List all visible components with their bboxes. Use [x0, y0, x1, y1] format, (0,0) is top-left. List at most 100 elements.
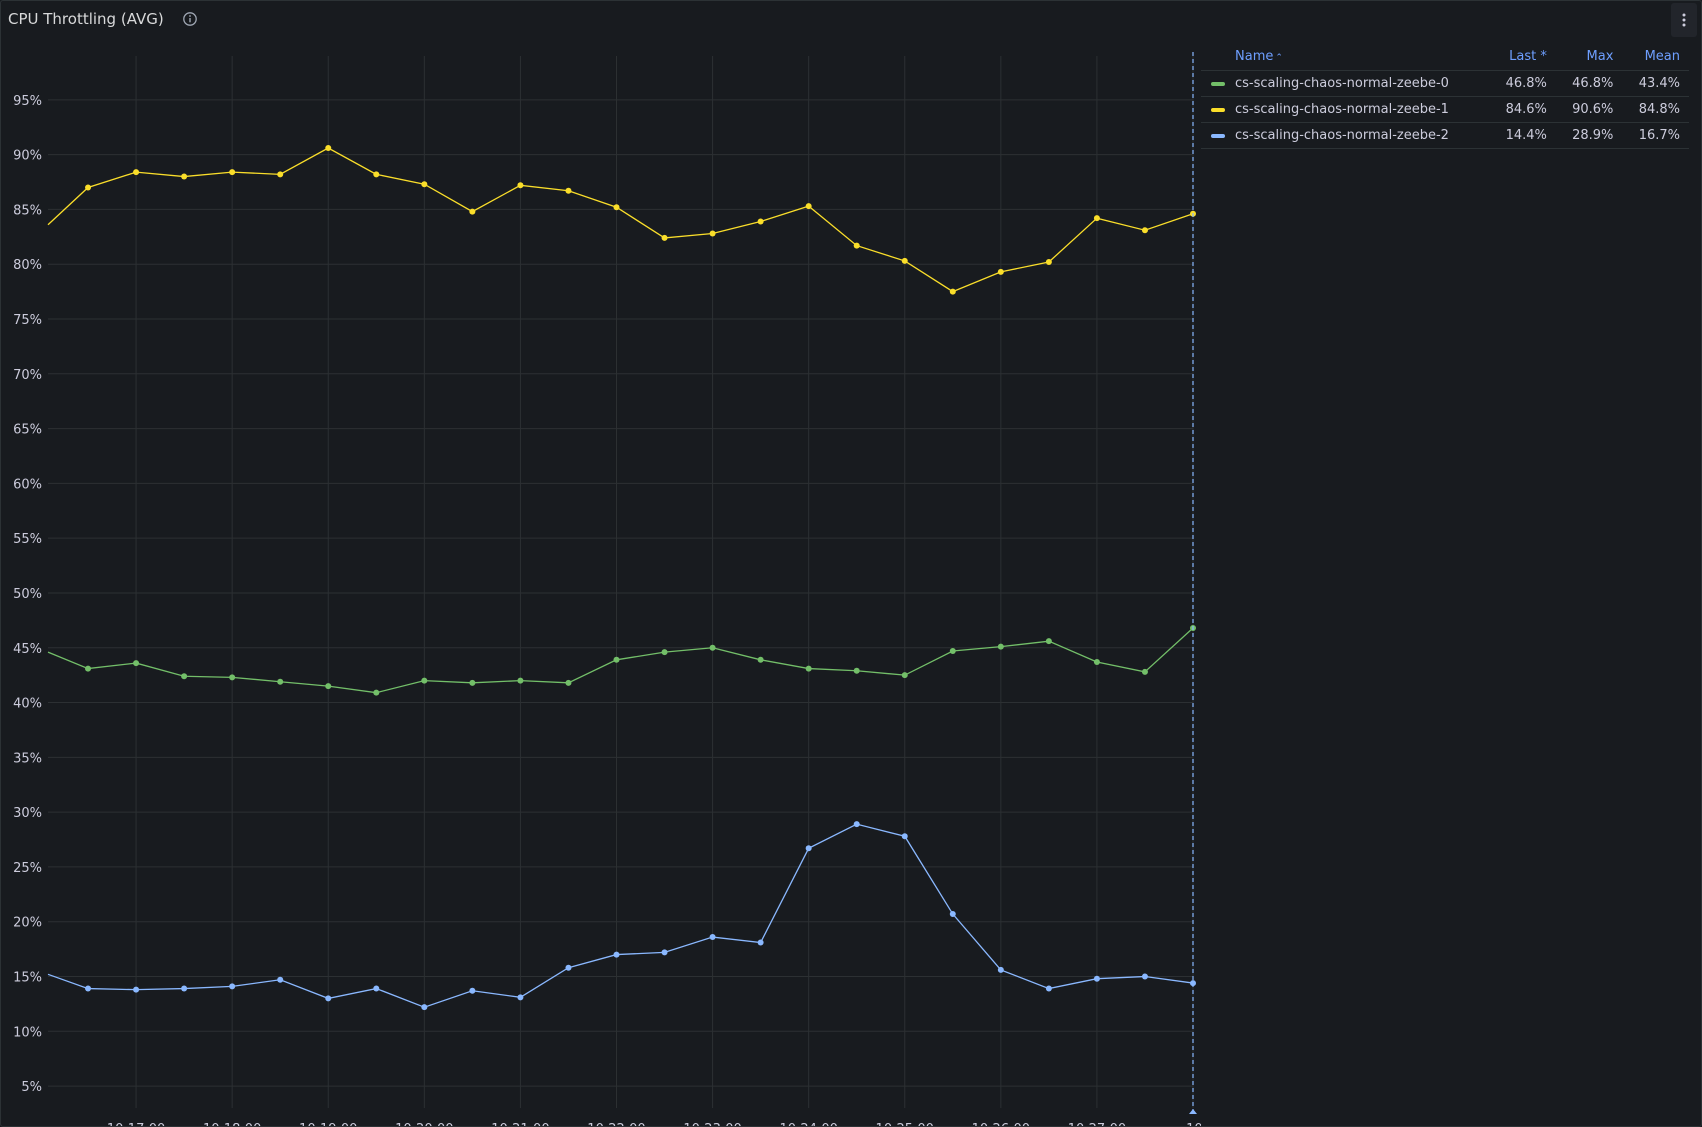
crosshair-marker	[1189, 1109, 1197, 1114]
x-tick-label: 10:28:	[1186, 1122, 1201, 1126]
series-point-2	[229, 983, 236, 990]
series-point-0	[229, 674, 236, 681]
series-point-0	[469, 679, 476, 686]
x-tick-label: 10:24:00	[779, 1122, 837, 1126]
series-point-0	[661, 649, 668, 656]
y-tick-label: 10%	[13, 1025, 42, 1040]
series-point-0	[517, 677, 524, 684]
series-point-2	[133, 986, 140, 993]
series-point-2	[805, 845, 812, 852]
series-point-1	[853, 242, 860, 249]
series-point-2	[469, 987, 476, 994]
series-point-1	[421, 181, 428, 188]
info-icon[interactable]	[182, 11, 198, 27]
legend-series-name[interactable]: cs-scaling-chaos-normal-zeebe-0	[1201, 70, 1490, 97]
x-tick-label: 10:21:00	[491, 1122, 549, 1126]
legend-max-value: 46.8%	[1555, 70, 1623, 97]
y-tick-label: 75%	[13, 313, 42, 328]
series-point-0	[85, 665, 92, 672]
legend-row[interactable]: cs-scaling-chaos-normal-zeebe-0 46.8% 46…	[1201, 70, 1689, 97]
y-tick-label: 40%	[13, 697, 42, 712]
legend-last-value: 84.6%	[1489, 96, 1556, 123]
series-point-0	[805, 665, 812, 672]
series-point-2	[1093, 975, 1100, 982]
series-point-2	[997, 966, 1004, 973]
y-tick-label: 25%	[13, 861, 42, 876]
series-point-1	[1093, 215, 1100, 222]
legend-header-last[interactable]: Last *	[1489, 45, 1556, 71]
legend-last-value: 14.4%	[1489, 122, 1556, 149]
legend-series-label: cs-scaling-chaos-normal-zeebe-1	[1235, 102, 1449, 117]
series-point-1	[325, 145, 332, 152]
series-point-0	[709, 644, 716, 651]
y-tick-label: 65%	[13, 423, 42, 438]
series-point-2	[949, 911, 956, 918]
series-point-2	[1141, 973, 1148, 980]
kebab-menu-icon	[1682, 13, 1686, 27]
legend-header-name-label: Name	[1235, 49, 1274, 64]
series-point-0	[373, 689, 380, 696]
legend-header-mean[interactable]: Mean	[1622, 45, 1689, 71]
legend-mean-value: 84.8%	[1622, 96, 1689, 123]
legend-header-max[interactable]: Max	[1555, 45, 1623, 71]
x-tick-label: 10:25:00	[876, 1122, 934, 1126]
series-point-1	[85, 184, 92, 191]
series-point-2	[277, 976, 284, 983]
series-point-0	[1141, 668, 1148, 675]
panel-menu-button[interactable]	[1671, 3, 1697, 37]
y-tick-label: 15%	[13, 971, 42, 986]
series-point-1	[373, 171, 380, 178]
legend-row[interactable]: cs-scaling-chaos-normal-zeebe-1 84.6% 90…	[1201, 96, 1689, 123]
legend-series-label: cs-scaling-chaos-normal-zeebe-2	[1235, 128, 1449, 143]
series-line-0	[47, 627, 1194, 694]
series-point-1	[565, 187, 572, 194]
series-point-2	[85, 985, 92, 992]
x-tick-label: 10:17:00	[107, 1122, 165, 1126]
x-tick-label: 10:27:00	[1068, 1122, 1126, 1126]
series-color-swatch	[1211, 82, 1225, 86]
legend-header-name[interactable]: Name ⌃	[1201, 45, 1490, 71]
y-tick-label: 35%	[13, 751, 42, 766]
series-point-0	[997, 643, 1004, 650]
series-point-0	[133, 660, 140, 667]
y-tick-label: 30%	[13, 806, 42, 821]
series-point-2	[517, 994, 524, 1001]
series-point-1	[1045, 259, 1052, 266]
series-point-2	[661, 949, 668, 956]
series-point-0	[277, 678, 284, 685]
series-point-1	[997, 268, 1004, 275]
legend-series-name[interactable]: cs-scaling-chaos-normal-zeebe-1	[1201, 96, 1490, 123]
series-point-1	[469, 208, 476, 215]
series-point-0	[1045, 638, 1052, 645]
series-point-0	[853, 667, 860, 674]
series-point-2	[181, 985, 188, 992]
series-point-0	[901, 672, 908, 679]
y-tick-label: 95%	[13, 94, 42, 109]
series-point-2	[709, 934, 716, 941]
series-point-1	[901, 257, 908, 264]
series-color-swatch	[1211, 134, 1225, 138]
legend-row[interactable]: cs-scaling-chaos-normal-zeebe-2 14.4% 28…	[1201, 122, 1689, 149]
panel-header: CPU Throttling (AVG)	[1, 1, 1701, 39]
series-point-1	[277, 171, 284, 178]
series-point-0	[949, 648, 956, 655]
series-line-1	[47, 147, 1194, 293]
series-point-2	[901, 833, 908, 840]
series-point-2	[421, 1004, 428, 1011]
series-point-1	[1141, 227, 1148, 234]
series-point-1	[181, 173, 188, 180]
series-point-1	[709, 230, 716, 237]
y-tick-label: 5%	[21, 1080, 42, 1095]
legend-mean-value: 43.4%	[1622, 70, 1689, 97]
series-point-1	[757, 218, 764, 225]
time-series-chart[interactable]: 5% 10% 15% 20% 25% 30% 35% 40% 45% 50% 55% 60% 65% 70…	[1, 41, 1201, 1126]
series-point-1	[661, 234, 668, 241]
series-point-2	[613, 951, 620, 958]
series-point-0	[757, 656, 764, 663]
series-point-2	[757, 939, 764, 946]
x-tick-label: 10:18:00	[203, 1122, 261, 1126]
series-point-2	[373, 985, 380, 992]
y-tick-label: 90%	[13, 149, 42, 164]
series-color-swatch	[1211, 108, 1225, 112]
legend-series-name[interactable]: cs-scaling-chaos-normal-zeebe-2	[1201, 122, 1490, 149]
